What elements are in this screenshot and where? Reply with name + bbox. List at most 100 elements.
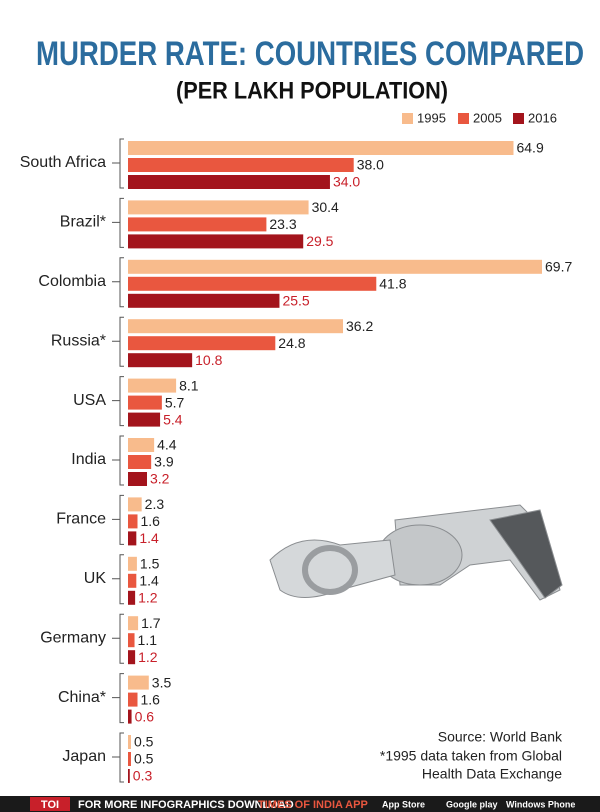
bar bbox=[128, 573, 137, 588]
category-label: Russia* bbox=[51, 332, 106, 349]
bar bbox=[128, 395, 162, 410]
legend-label: 2005 bbox=[473, 110, 502, 125]
legend-swatch bbox=[458, 113, 469, 124]
value-label: 36.2 bbox=[346, 318, 373, 334]
bracket bbox=[112, 613, 124, 664]
value-label: 24.8 bbox=[278, 335, 305, 351]
value-label: 2.3 bbox=[145, 496, 165, 512]
bar bbox=[128, 336, 276, 351]
value-label: 23.3 bbox=[269, 216, 296, 232]
footer-brand-box bbox=[30, 797, 70, 811]
footer-bar bbox=[0, 796, 600, 812]
category-label: South Africa bbox=[20, 154, 106, 171]
value-label: 8.1 bbox=[179, 377, 199, 393]
bar bbox=[128, 378, 177, 393]
value-label: 30.4 bbox=[312, 199, 339, 215]
value-label: 1.4 bbox=[139, 573, 159, 589]
value-label: 1.2 bbox=[138, 649, 158, 665]
bar bbox=[128, 692, 138, 707]
store-badge[interactable]: Windows Phone bbox=[506, 799, 575, 809]
bar bbox=[128, 709, 132, 724]
category-label: Germany bbox=[40, 629, 106, 646]
value-label: 1.1 bbox=[138, 632, 158, 648]
bracket bbox=[112, 732, 124, 783]
value-label: 38.0 bbox=[357, 157, 384, 173]
bar bbox=[128, 175, 330, 189]
value-label: 5.4 bbox=[163, 411, 183, 427]
bracket bbox=[112, 673, 124, 724]
bar bbox=[128, 675, 149, 690]
bracket bbox=[112, 197, 124, 248]
source: Source: World Bank bbox=[438, 729, 563, 745]
store-badge[interactable]: App Store bbox=[382, 799, 425, 809]
bar bbox=[128, 556, 137, 571]
legend-swatch bbox=[513, 113, 524, 124]
value-label: 0.6 bbox=[135, 708, 155, 724]
bar bbox=[128, 769, 130, 783]
gun-illustration bbox=[269, 504, 563, 601]
bar bbox=[128, 353, 193, 368]
bar bbox=[128, 650, 136, 665]
category-label: USA bbox=[73, 392, 106, 409]
footer-brand: TOI bbox=[41, 799, 59, 811]
value-label: 1.4 bbox=[139, 530, 159, 546]
store-badge[interactable]: Google play bbox=[446, 799, 498, 809]
value-label: 1.5 bbox=[140, 556, 160, 572]
value-label: 0.3 bbox=[133, 768, 153, 784]
bar bbox=[128, 590, 136, 605]
bar bbox=[128, 200, 309, 215]
bar bbox=[128, 438, 155, 452]
bracket bbox=[112, 554, 124, 605]
bar bbox=[128, 472, 148, 486]
value-label: 0.5 bbox=[134, 734, 154, 750]
bracket bbox=[112, 435, 124, 486]
bar bbox=[128, 735, 131, 749]
bar bbox=[128, 141, 514, 155]
value-label: 64.9 bbox=[516, 140, 543, 156]
bar bbox=[128, 259, 542, 274]
chart-subtitle: (PER LAKH POPULATION) bbox=[176, 77, 448, 104]
value-label: 4.4 bbox=[157, 437, 177, 453]
value-label: 29.5 bbox=[306, 233, 333, 249]
value-label: 1.7 bbox=[141, 615, 161, 631]
category-label: UK bbox=[84, 570, 107, 587]
value-label: 3.2 bbox=[150, 471, 170, 487]
category-label: Japan bbox=[62, 748, 106, 765]
value-label: 34.0 bbox=[333, 174, 360, 190]
value-label: 1.6 bbox=[141, 691, 161, 707]
bar bbox=[128, 276, 377, 291]
bar bbox=[128, 158, 354, 172]
bar bbox=[128, 497, 142, 512]
bar bbox=[128, 455, 152, 469]
value-label: 0.5 bbox=[134, 751, 154, 767]
value-label: 3.5 bbox=[152, 674, 172, 690]
category-label: France bbox=[56, 511, 106, 528]
bracket bbox=[112, 257, 124, 308]
legend-label: 2016 bbox=[528, 110, 557, 125]
bracket bbox=[112, 138, 124, 189]
category-label: China* bbox=[58, 689, 106, 706]
legend-swatch bbox=[402, 113, 413, 124]
bar bbox=[128, 633, 135, 648]
value-label: 1.2 bbox=[138, 590, 158, 606]
category-label: India bbox=[71, 451, 106, 468]
value-label: 41.8 bbox=[379, 276, 406, 292]
bracket bbox=[112, 494, 124, 545]
category-label: Colombia bbox=[38, 273, 106, 290]
bar bbox=[128, 412, 161, 427]
bar bbox=[128, 319, 344, 334]
legend-label: 1995 bbox=[417, 110, 446, 125]
category-label: Brazil* bbox=[60, 214, 106, 231]
bar bbox=[128, 234, 304, 249]
chart-title: MURDER RATE: COUNTRIES COMPARED bbox=[36, 35, 584, 73]
bar bbox=[128, 752, 131, 766]
value-label: 5.7 bbox=[165, 394, 185, 410]
value-label: 10.8 bbox=[195, 352, 222, 368]
footer-text: FOR MORE INFOGRAPHICS DOWNLOAD bbox=[78, 799, 294, 811]
bar bbox=[128, 531, 137, 546]
value-label: 69.7 bbox=[545, 259, 572, 275]
note: *1995 data taken from Global bbox=[380, 748, 562, 764]
bar bbox=[128, 217, 267, 232]
bar bbox=[128, 514, 138, 529]
